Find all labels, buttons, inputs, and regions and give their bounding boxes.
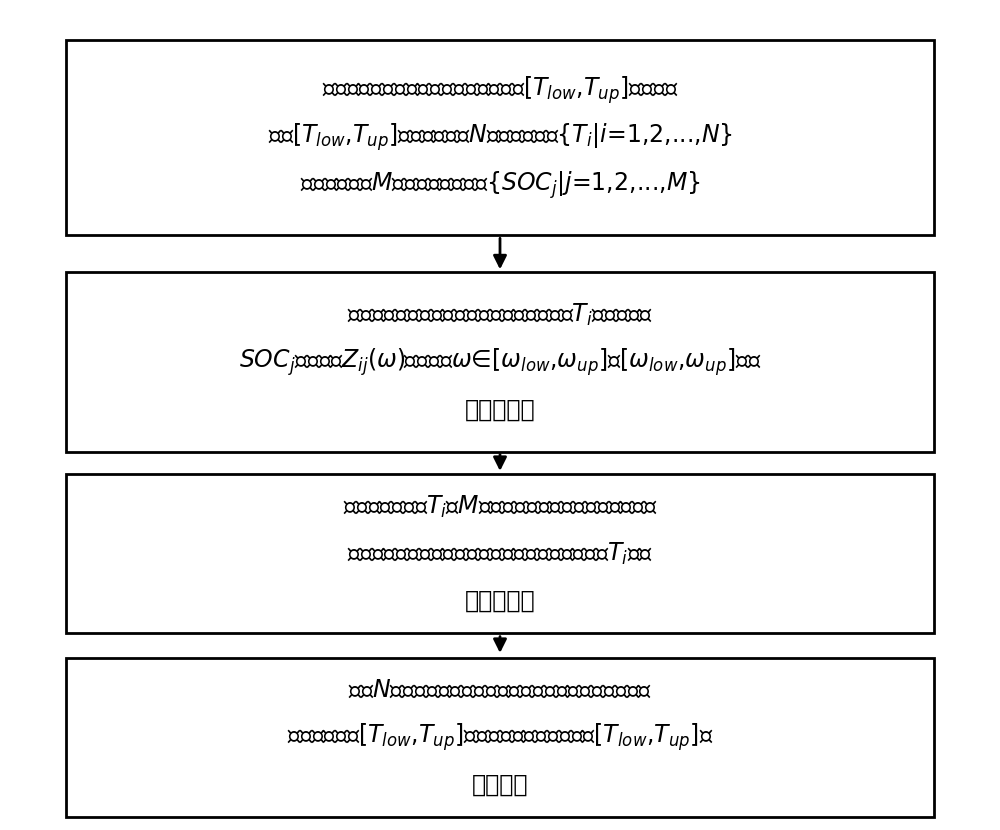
Text: 标定结果: 标定结果 <box>472 773 528 797</box>
Text: 率在温度区间[$T_{low}$,$T_{up}$]进行插值，得到温度区间[$T_{low}$,$T_{up}$]的: 率在温度区间[$T_{low}$,$T_{up}$]进行插值，得到温度区间[$T… <box>287 721 713 753</box>
Text: 试频率范围: 试频率范围 <box>465 398 535 422</box>
FancyBboxPatch shape <box>66 40 934 236</box>
FancyBboxPatch shape <box>66 272 934 452</box>
FancyBboxPatch shape <box>66 658 934 817</box>
FancyBboxPatch shape <box>66 474 934 633</box>
Text: 计算温度采样点$T_i$在$M$个不同电荷状态下阻抗值的差异，: 计算温度采样点$T_i$在$M$个不同电荷状态下阻抗值的差异， <box>343 493 657 520</box>
Text: ，并选取电池$M$个不同的电荷状态{$SOC_j$|$j$=1,2,...,$M$}: ，并选取电池$M$个不同的电荷状态{$SOC_j$|$j$=1,2,...,$M… <box>300 169 700 201</box>
Text: 得到差异小于预设值且最小的频率作为温度采样点$T_i$的最: 得到差异小于预设值且最小的频率作为温度采样点$T_i$的最 <box>347 540 653 567</box>
Text: $SOC_j$下的阻抗$Z_{ij}$($\omega$)，其中，$\omega$∈[$\omega_{low}$,$\omega_{up}$]，[$\omeg: $SOC_j$下的阻抗$Z_{ij}$($\omega$)，其中，$\omega… <box>239 346 761 378</box>
Text: 获取电池需进行交流自加热的温度区间[$T_{low}$,$T_{up}$]，在温度: 获取电池需进行交流自加热的温度区间[$T_{low}$,$T_{up}$]，在温… <box>322 75 678 106</box>
Text: 根据$N$个温度采样点以及各温度采样点对应的最小差异频: 根据$N$个温度采样点以及各温度采样点对应的最小差异频 <box>348 678 652 702</box>
Text: 获取测试频率范围内各个频率下温度采样点$T_i$在电荷状态: 获取测试频率范围内各个频率下温度采样点$T_i$在电荷状态 <box>347 301 653 328</box>
Text: 区间[$T_{low}$,$T_{up}$]中均匀的选取$N$个温度采样点{$T_i$|$i$=1,2,...,$N$}: 区间[$T_{low}$,$T_{up}$]中均匀的选取$N$个温度采样点{$T… <box>268 122 732 154</box>
Text: 小差异频率: 小差异频率 <box>465 589 535 613</box>
